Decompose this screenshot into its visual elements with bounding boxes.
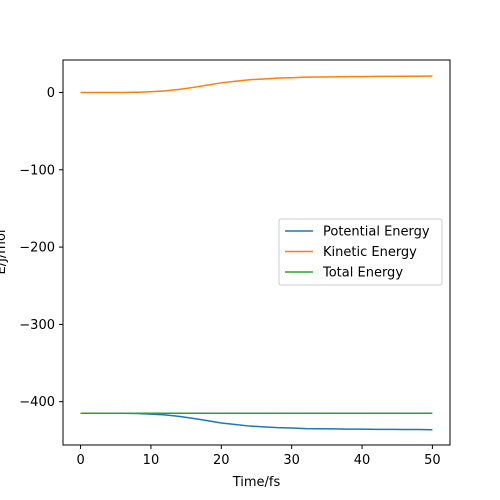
x-axis-ticks: 0 10 20 30 40 50	[76, 445, 441, 468]
y-axis-label: E/J/mol	[0, 229, 9, 274]
y-tick-label: −200	[19, 241, 55, 256]
x-tick-label: 50	[424, 453, 441, 468]
x-tick-label: 10	[143, 453, 160, 468]
x-tick-label: 20	[213, 453, 230, 468]
plot-frame	[62, 59, 451, 446]
y-tick-label: −400	[19, 395, 55, 410]
legend-label-potential-energy: Potential Energy	[323, 225, 430, 240]
y-tick-label: 0	[47, 86, 55, 101]
x-tick-label: 40	[354, 453, 371, 468]
legend: Potential Energy Kinetic Energy Total Ener…	[278, 218, 443, 286]
legend-box	[278, 218, 443, 286]
x-tick-label: 30	[283, 453, 300, 468]
x-axis-label: Time/fs	[232, 475, 281, 490]
legend-label-kinetic-energy: Kinetic Energy	[323, 245, 417, 260]
series-lines	[80, 75, 433, 431]
y-tick-label: −100	[19, 163, 55, 178]
series-line-kinetic-energy	[80, 75, 433, 94]
x-tick-label: 0	[76, 453, 84, 468]
y-axis-ticks: 0 −100 −200 −300 −400	[19, 86, 63, 410]
legend-label-total-energy: Total Energy	[322, 266, 403, 281]
y-tick-label: −300	[19, 318, 55, 333]
